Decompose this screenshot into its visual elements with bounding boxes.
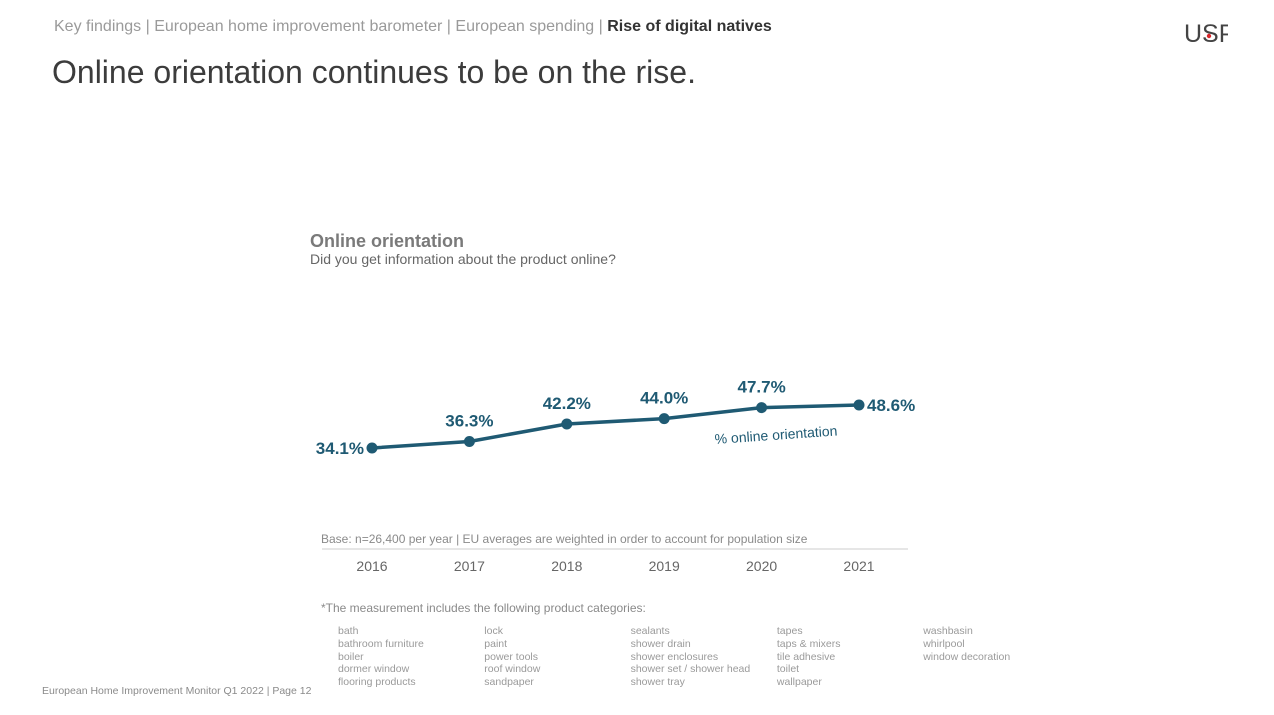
category-item: boiler [338,650,364,663]
chart-title: Online orientation [310,231,465,251]
x-tick-label: 2021 [843,558,874,574]
category-column: lock paint power tools roof window sandpaper [484,625,624,689]
category-item: tile adhesive [776,650,836,663]
page-footer: European Home Improvement Monitor Q1 202… [42,685,312,697]
chart-subtitle: Did you get information about the produc… [310,251,616,267]
category-item: power tools [484,650,538,663]
line-chart: 34.1% 36.3% 42.2% 44.0% 47.7% 48.6% % online o… [316,378,915,574]
category-item: paint [484,637,508,650]
category-item: bath [338,625,359,637]
breadcrumb-current: Rise of digital natives [607,18,772,35]
category-column: washbasin whirlpool window decoration [923,625,1063,663]
category-column: sealants shower drain shower enclosures sho… [631,625,771,689]
category-item: shower tray [630,676,685,689]
category-column: tapes taps & mixers tile adhesive toilet wal… [777,625,917,689]
footnote: *The measurement includes the following … [321,601,646,615]
category-item: shower enclosures [630,650,719,663]
category-item: tapes [776,625,803,637]
category-item: wallpaper [776,676,822,689]
category-item: whirlpool [923,637,965,650]
data-label: 36.3% [445,411,493,430]
data-label: 47.7% [737,378,785,397]
series-label: % online orientation [714,422,838,447]
category-item: roof window [484,663,541,676]
data-point [658,413,670,425]
breadcrumb: Key findings | European home improvement… [54,18,772,36]
data-point [463,435,475,447]
x-tick-label: 2020 [746,558,777,574]
category-item: sandpaper [484,676,534,689]
category-item: dormer window [338,663,410,676]
data-point [561,418,573,430]
data-point [756,402,768,414]
logo-dot [1206,33,1212,39]
x-tick-label: 2018 [551,558,582,574]
x-tick-label: 2019 [649,558,680,574]
x-tick-label: 2017 [454,558,485,574]
logo-text: USP [1184,20,1228,46]
breadcrumb-path: Key findings | European home improvement… [54,18,603,35]
category-item: washbasin [923,625,973,637]
category-item: lock [484,625,503,637]
data-point [366,442,378,454]
category-column: bath bathroom furniture boiler dormer windo… [338,625,478,689]
category-item: bathroom furniture [338,637,424,650]
base-note: Base: n=26,400 per year | EU averages ar… [321,532,808,546]
page-title: Online orientation continues to be on th… [52,54,696,90]
data-label: 34.1% [316,439,364,458]
category-item: sealants [630,625,670,637]
usp-logo: USP [1184,20,1228,46]
data-label: 44.0% [640,389,688,408]
category-item: toilet [776,663,800,676]
data-point [853,399,865,411]
x-tick-label: 2016 [356,558,387,574]
series-line [371,403,860,450]
category-item: window decoration [923,650,1011,663]
category-item: flooring products [338,676,416,689]
category-item: taps & mixers [776,637,841,650]
category-item: shower drain [630,637,691,650]
data-label: 42.2% [543,394,591,413]
data-label: 48.6% [867,396,915,415]
category-item: shower set / shower head [630,663,751,676]
